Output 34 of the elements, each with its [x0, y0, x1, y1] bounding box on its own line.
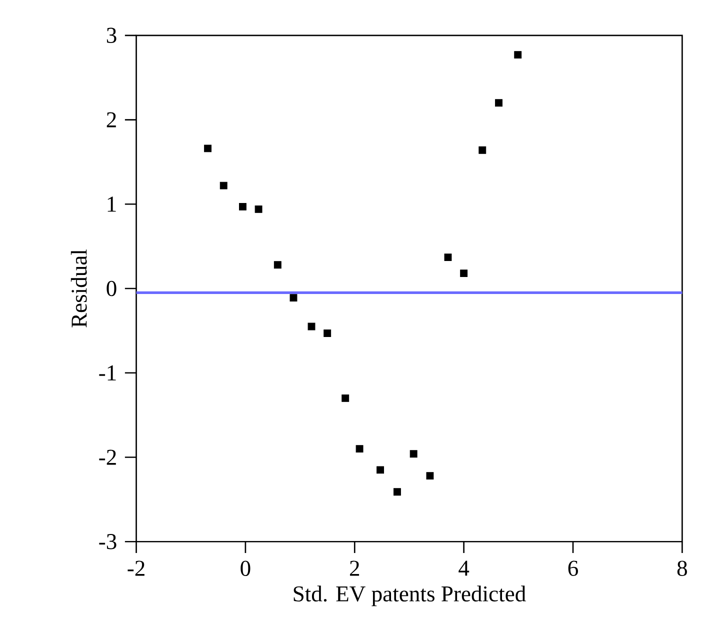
- x-tick-label: 0: [240, 560, 250, 576]
- y-tick-label: 3: [106, 28, 116, 43]
- y-tick-label: -2: [99, 450, 116, 465]
- y-tick-label: 2: [106, 112, 116, 128]
- point: [254, 205, 262, 213]
- point: [220, 182, 228, 190]
- point: [356, 444, 364, 452]
- point: [495, 99, 502, 106]
- point: [376, 466, 384, 474]
- y-tick-label: -1: [99, 365, 116, 380]
- x-tick-label: 8: [677, 560, 687, 576]
- y-tick-label: 0: [106, 280, 116, 296]
- point: [308, 322, 316, 330]
- point: [274, 261, 282, 268]
- point: [204, 144, 212, 152]
- point: [324, 329, 332, 337]
- y-tick-label: -3: [99, 534, 116, 550]
- point: [460, 269, 468, 277]
- point: [444, 253, 452, 261]
- x-tick-label: 2: [350, 560, 360, 576]
- point: [426, 472, 434, 480]
- point: [290, 294, 298, 302]
- point: [514, 50, 522, 58]
- point: [478, 146, 486, 154]
- x-tick-label: 4: [458, 560, 470, 576]
- y-tick-label: 1: [108, 196, 116, 212]
- point: [410, 450, 418, 458]
- x-tick-label: -2: [128, 560, 144, 576]
- point: [342, 394, 350, 402]
- x-axis-title: Std. EV patents Predicted: [294, 585, 526, 606]
- y-axis-title: Residual: [70, 249, 87, 328]
- point: [239, 202, 246, 210]
- x-tick-label: 6: [568, 560, 578, 576]
- point: [394, 488, 401, 496]
